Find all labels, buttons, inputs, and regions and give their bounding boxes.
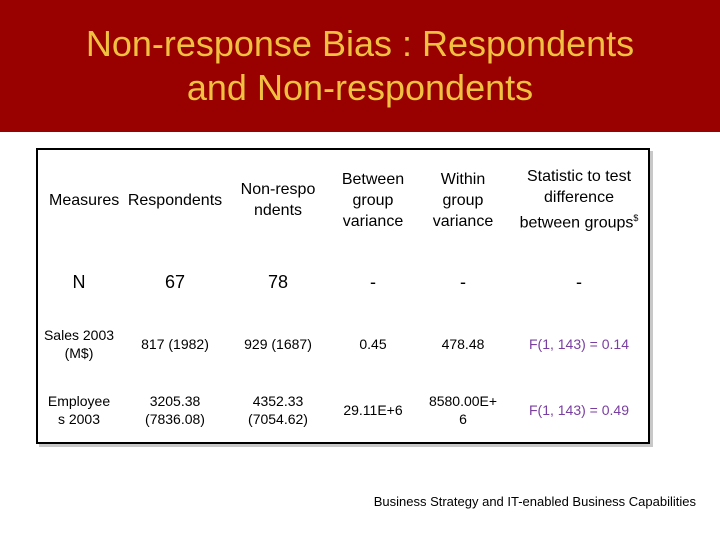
header-non-respondents: Non-respondents: [240, 181, 316, 219]
cell-respondents: 3205.38 (7836.08): [145, 393, 205, 427]
cell-respondents: 817 (1982): [141, 336, 209, 352]
header-between-group-variance: Between group variance: [341, 170, 405, 230]
cell-respondents: 67: [164, 271, 186, 292]
table-row: Sales 2003 (M$) 817 (1982) 929 (1687) 0.…: [36, 312, 650, 376]
table-row: N 67 78 - - -: [36, 252, 650, 312]
title-bar: Non-response Bias : Respondents and Non-…: [0, 0, 720, 132]
slide-title: Non-response Bias : Respondents and Non-…: [10, 22, 710, 110]
title-line-1: Non-response Bias : Respondents: [85, 23, 635, 64]
table-header-row: Measures Respondents Non-respondents Bet…: [36, 148, 650, 252]
cell-measure: N: [72, 271, 86, 292]
header-within-group-variance: Within group variance: [432, 170, 494, 230]
cell-statistic: F(1, 143) = 0.49: [528, 402, 629, 418]
cell-within: 478.48: [441, 336, 485, 352]
cell-between: 0.45: [359, 336, 387, 352]
cell-between: 29.11E+6: [343, 402, 403, 418]
table-container: Measures Respondents Non-respondents Bet…: [36, 148, 650, 444]
header-statistic: Statistic to test difference between gro…: [519, 168, 639, 232]
cell-measure: Employees 2003: [47, 393, 111, 427]
cell-within: -: [460, 271, 466, 292]
cell-non-respondents: 929 (1687): [244, 336, 312, 352]
header-respondents: Respondents: [127, 191, 223, 209]
title-line-2: and Non-respondents: [186, 67, 534, 108]
cell-within: 8580.00E+6: [428, 393, 498, 427]
cell-statistic: -: [576, 271, 582, 292]
cell-measure: Sales 2003 (M$): [43, 327, 115, 361]
statistic-footnote-mark: $: [633, 213, 639, 224]
cell-between: -: [370, 271, 376, 292]
nonresponse-table: Measures Respondents Non-respondents Bet…: [36, 148, 650, 444]
slide-footer: Business Strategy and IT-enabled Busines…: [373, 494, 696, 509]
header-measures: Measures: [49, 191, 120, 209]
cell-non-respondents: 78: [267, 271, 289, 292]
table-row: Employees 2003 3205.38 (7836.08) 4352.33…: [36, 376, 650, 444]
cell-statistic: F(1, 143) = 0.14: [528, 336, 629, 352]
cell-non-respondents: 4352.33 (7054.62): [248, 393, 308, 427]
